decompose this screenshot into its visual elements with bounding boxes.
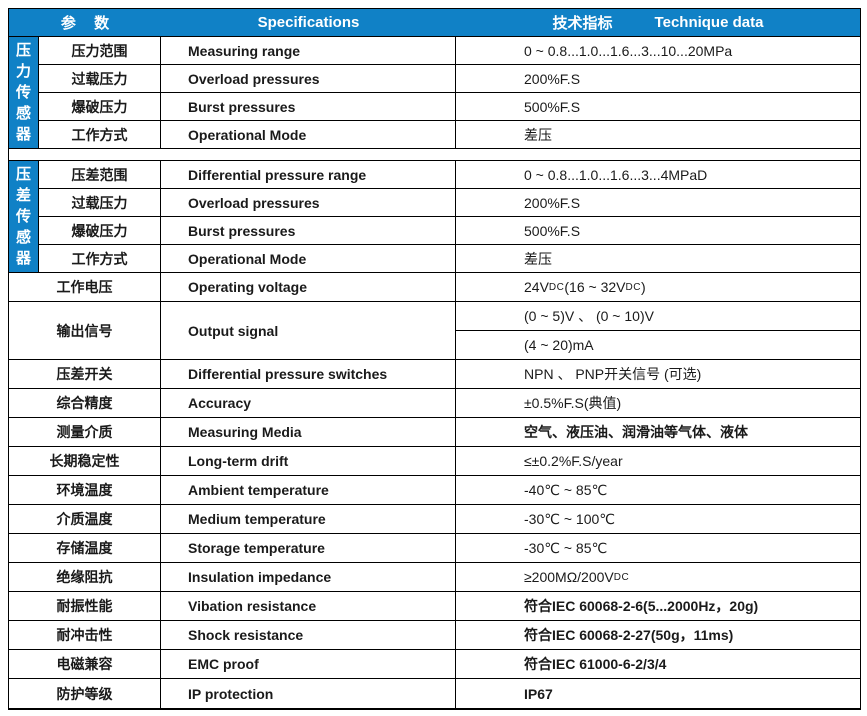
- param-cn: 压差范围: [39, 161, 161, 189]
- param-cn: 存储温度: [9, 534, 161, 563]
- spec-en: Long-term drift: [161, 447, 456, 476]
- spec-en: IP protection: [161, 679, 456, 708]
- spec-en: Operational Mode: [161, 121, 456, 149]
- tech-value: 200%F.S: [456, 65, 860, 93]
- tech-value: (0 ~ 5)V 、 (0 ~ 10)V: [456, 302, 860, 331]
- tech-value: 符合IEC 60068-2-27(50g，11ms): [456, 621, 860, 650]
- header-tech-label: 技术指标 Technique data: [456, 12, 860, 33]
- tech-value: ≤±0.2%F.S/year: [456, 447, 860, 476]
- param-cn: 过载压力: [39, 189, 161, 217]
- spec-en: Shock resistance: [161, 621, 456, 650]
- spec-en: Burst pressures: [161, 217, 456, 245]
- spec-en: Differential pressure range: [161, 161, 456, 189]
- param-cn: 长期稳定性: [9, 447, 161, 476]
- tech-value: 500%F.S: [456, 217, 860, 245]
- param-cn: 综合精度: [9, 389, 161, 418]
- tech-value: 0 ~ 0.8...1.0...1.6...3...10...20MPa: [456, 37, 860, 65]
- tech-value: IP67: [456, 679, 860, 708]
- tech-value: 0 ~ 0.8...1.0...1.6...3...4MPaD: [456, 161, 860, 189]
- tech-value: -30℃ ~ 100℃: [456, 505, 860, 534]
- tech-value: ≥200MΩ/200V DC: [456, 563, 860, 592]
- tech-value: -40℃ ~ 85℃: [456, 476, 860, 505]
- tech-value: 500%F.S: [456, 93, 860, 121]
- tech-value: NPN 、 PNP开关信号 (可选): [456, 360, 860, 389]
- header-spec-label: Specifications: [257, 14, 360, 31]
- spec-en: Burst pressures: [161, 93, 456, 121]
- spec-en: Storage temperature: [161, 534, 456, 563]
- spec-en: Accuracy: [161, 389, 456, 418]
- header-tech-cn: 技术指标: [552, 15, 613, 32]
- tech-value: 24V DC (16 ~ 32V DC): [456, 273, 860, 302]
- spec-en: Measuring range: [161, 37, 456, 65]
- spec-en: Vibation resistance: [161, 592, 456, 621]
- param-cn: 耐振性能: [9, 592, 161, 621]
- spec-en: Ambient temperature: [161, 476, 456, 505]
- param-cn: 耐冲击性: [9, 621, 161, 650]
- param-cn: 压力范围: [39, 37, 161, 65]
- spec-en: Overload pressures: [161, 189, 456, 217]
- tech-value: (4 ~ 20)mA: [456, 331, 860, 360]
- spec-en: EMC proof: [161, 650, 456, 679]
- spec-en: Operating voltage: [161, 273, 456, 302]
- section-label-diff-pressure-sensor: 压差传感器: [9, 161, 39, 273]
- spec-en: Overload pressures: [161, 65, 456, 93]
- header-tech-en: Technique data: [654, 14, 764, 31]
- param-cn: 爆破压力: [39, 93, 161, 121]
- param-cn: 输出信号: [9, 302, 161, 360]
- section-spacer-row: [9, 149, 860, 161]
- param-cn: 工作方式: [39, 121, 161, 149]
- spec-en: Operational Mode: [161, 245, 456, 273]
- param-cn: 防护等级: [9, 679, 161, 708]
- spec-en: Medium temperature: [161, 505, 456, 534]
- param-cn: 工作方式: [39, 245, 161, 273]
- tech-value: ±0.5%F.S(典值): [456, 389, 860, 418]
- header-param-label: 参 数: [60, 15, 110, 32]
- param-cn: 绝缘阻抗: [9, 563, 161, 592]
- section-label-pressure-sensor: 压力传感器: [9, 37, 39, 149]
- specification-table: 参 数 Specifications 技术指标 Technique data 压…: [8, 8, 861, 710]
- param-cn: 电磁兼容: [9, 650, 161, 679]
- param-cn: 过载压力: [39, 65, 161, 93]
- param-cn: 爆破压力: [39, 217, 161, 245]
- param-cn: 环境温度: [9, 476, 161, 505]
- tech-value: 空气、液压油、润滑油等气体、液体: [456, 418, 860, 447]
- param-cn: 测量介质: [9, 418, 161, 447]
- param-cn: 工作电压: [9, 273, 161, 302]
- tech-value: 差压: [456, 245, 860, 273]
- param-cn: 介质温度: [9, 505, 161, 534]
- tech-value: -30℃ ~ 85℃: [456, 534, 860, 563]
- tech-value: 200%F.S: [456, 189, 860, 217]
- table-header-row: 参 数 Specifications 技术指标 Technique data: [9, 9, 860, 37]
- spec-en: Output signal: [161, 302, 456, 360]
- spec-en: Insulation impedance: [161, 563, 456, 592]
- spec-en: Measuring Media: [161, 418, 456, 447]
- tech-value: 差压: [456, 121, 860, 149]
- tech-value: 符合IEC 61000-6-2/3/4: [456, 650, 860, 679]
- spec-en: Differential pressure switches: [161, 360, 456, 389]
- param-cn: 压差开关: [9, 360, 161, 389]
- tech-value: 符合IEC 60068-2-6(5...2000Hz，20g): [456, 592, 860, 621]
